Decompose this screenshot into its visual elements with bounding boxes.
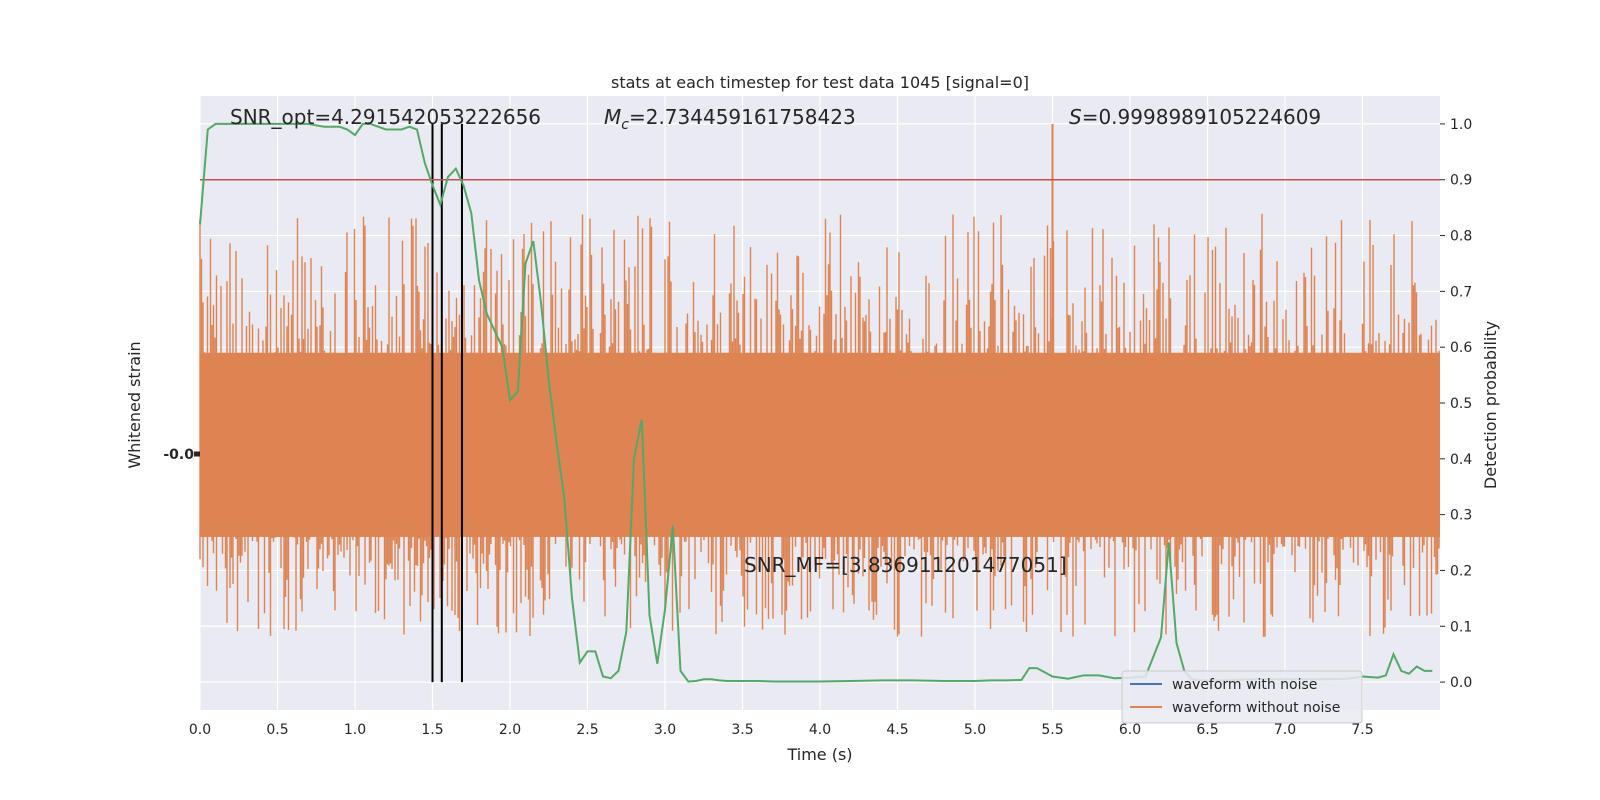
y-tick-label: 0.1 (1450, 619, 1472, 635)
x-tick-label: 0.5 (266, 722, 288, 738)
x-tick-label: 6.0 (1119, 722, 1141, 738)
y-tick-label: 0.7 (1450, 284, 1472, 300)
x-tick-label: 5.5 (1041, 722, 1063, 738)
y-tick-label: 0.0 (1450, 675, 1472, 691)
y-tick-label: 0.4 (1450, 452, 1472, 468)
chart-title: stats at each timestep for test data 104… (611, 73, 1029, 92)
waveform-without-noise-series (199, 123, 1440, 637)
x-tick-label: 3.0 (654, 722, 676, 738)
left-tick-label: -0.0 (163, 447, 194, 463)
snr-mf-annotation: SNR_MF=[3.836911201477051] (744, 553, 1067, 577)
x-tick-label: 2.0 (499, 722, 521, 738)
x-tick-label: 3.5 (731, 722, 753, 738)
x-tick-label: 7.5 (1351, 722, 1373, 738)
y-tick-label: 0.5 (1450, 396, 1472, 412)
legend: waveform with noise waveform without noi… (1121, 670, 1363, 724)
x-tick-label: 4.0 (809, 722, 831, 738)
vertical-markers (431, 123, 463, 683)
s-annotation: S=0.9998989105224609 (1069, 105, 1321, 129)
y-axis-label-left: Whitened strain (125, 341, 144, 468)
legend-label-with-noise: waveform with noise (1172, 677, 1317, 693)
waveform-noise-spikes (199, 213, 1440, 637)
y-axis-label-right: Detection probability (1481, 321, 1500, 489)
x-tick-label: 7.0 (1274, 722, 1296, 738)
x-tick-label: 0.0 (189, 722, 211, 738)
x-tick-label: 1.0 (344, 722, 366, 738)
legend-label-without-noise: waveform without noise (1172, 700, 1340, 716)
y-tick-label: 0.2 (1450, 563, 1472, 579)
x-tick-label: 5.0 (964, 722, 986, 738)
y-ticks-right: 0.0 0.1 0.2 0.3 0.4 0.5 0.6 0.7 0.8 0.9 1.0 (1440, 117, 1472, 691)
mc-annotation: Mc=2.734459161758423 (604, 105, 856, 133)
y-tick-label: 0.9 (1450, 173, 1472, 189)
y-tick-label: 0.8 (1450, 229, 1472, 245)
x-tick-label: 2.5 (576, 722, 598, 738)
x-tick-label: 1.5 (421, 722, 443, 738)
y-tick-label: 0.3 (1450, 508, 1472, 524)
legend-box (1121, 670, 1363, 724)
snr-opt-annotation: SNR_opt=4.291542053222656 (230, 105, 541, 129)
detection-probability-line (199, 122, 1433, 683)
x-ticks: 0.0 0.5 1.0 1.5 2.0 2.5 3.0 3.5 4.0 4.5 5.0 5.5 6.0 6… (189, 722, 1374, 738)
y-tick-label: 1.0 (1450, 117, 1472, 133)
x-tick-label: 4.5 (886, 722, 908, 738)
x-tick-label: 6.5 (1196, 722, 1218, 738)
y-tick-label: 0.6 (1450, 340, 1472, 356)
x-axis-label: Time (s) (786, 745, 852, 764)
